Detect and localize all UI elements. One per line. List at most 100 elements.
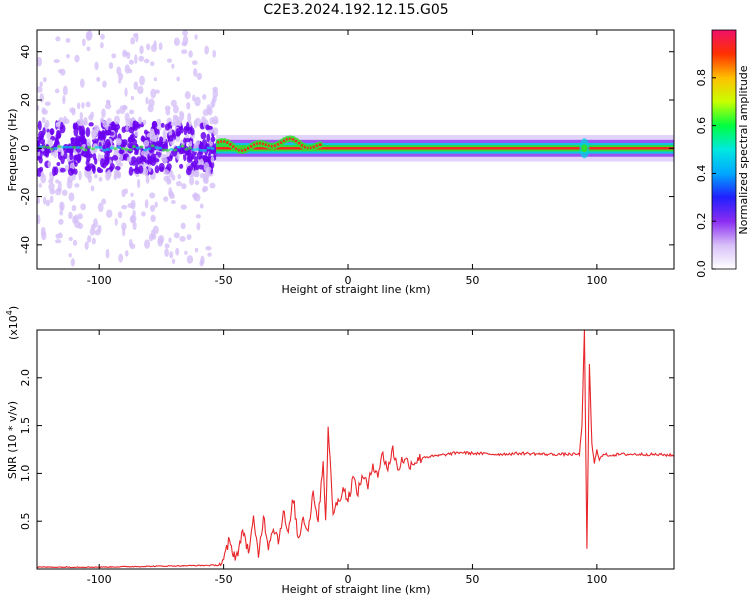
heatmap-cell: [63, 115, 67, 125]
heatmap-cell: [202, 185, 209, 192]
heatmap-core-dot: [42, 145, 47, 149]
heatmap-cell: [42, 77, 47, 83]
heatmap-cell: [62, 95, 66, 105]
snr-y-tick-label-2: 1.5: [19, 417, 32, 435]
heatmap-cell: [125, 118, 129, 128]
heatmap-ridge-core: [318, 143, 322, 147]
heatmap-cell: [118, 153, 124, 161]
heatmap-cell: [162, 169, 170, 175]
heatmap-cell: [73, 168, 78, 175]
heatmap-cell: [168, 237, 172, 243]
heatmap-core-dot: [199, 148, 204, 152]
heatmap-cell: [186, 255, 194, 264]
heatmap-cell: [73, 122, 78, 127]
heatmap-cell: [48, 182, 55, 192]
heatmap-cell: [199, 172, 205, 179]
heatmap-cell: [132, 209, 136, 217]
heatmap-cell: [162, 157, 168, 164]
heatmap-cell: [115, 139, 122, 146]
heatmap-cell: [150, 214, 156, 223]
spectrogram-x-tick-label-3: 50: [465, 274, 479, 287]
heatmap-cell: [50, 151, 55, 156]
snr-y-multiplier: (x104): [5, 306, 20, 340]
heatmap-cell: [70, 258, 75, 267]
heatmap-cell: [39, 81, 43, 88]
heatmap-core-dot: [61, 145, 66, 149]
heatmap-core-dot: [113, 147, 118, 151]
heatmap-cell: [153, 158, 160, 163]
heatmap-cell: [73, 154, 79, 161]
heatmap-cell: [82, 38, 86, 47]
heatmap-cell: [88, 163, 95, 169]
heatmap-cell: [91, 237, 96, 245]
spectrogram-x-tick-label-2: 0: [345, 274, 352, 287]
heatmap-core-dot: [206, 146, 211, 150]
heatmap-core-dot: [53, 146, 58, 150]
heatmap-cell: [176, 76, 180, 82]
heatmap-core-dot: [169, 147, 174, 151]
heatmap-cell: [194, 156, 199, 165]
heatmap-core-dot: [150, 144, 155, 148]
heatmap-cell: [148, 163, 152, 173]
heatmap-cell: [44, 101, 51, 107]
heatmap-cell: [111, 53, 117, 59]
heatmap-cell: [55, 233, 60, 239]
spectrogram-x-tick-label-4: 100: [586, 274, 607, 287]
heatmap-cell: [85, 31, 92, 41]
heatmap-cell: [88, 114, 94, 121]
colorbar-tick-label-2: 0.4: [695, 165, 708, 183]
heatmap-core-dot: [87, 145, 92, 149]
snr-y-multiplier-close: ): [7, 306, 20, 310]
heatmap-cell: [78, 170, 82, 181]
heatmap-cell: [113, 115, 121, 125]
heatmap-cell: [99, 42, 104, 49]
heatmap-core-dot: [124, 147, 129, 151]
heatmap-cell: [52, 166, 57, 177]
heatmap-cell: [121, 188, 126, 198]
heatmap-cell: [168, 155, 173, 162]
heatmap-cell: [117, 162, 124, 167]
heatmap-cell: [158, 162, 165, 172]
heatmap-cell: [88, 122, 94, 127]
heatmap-cell: [55, 36, 61, 42]
heatmap-cell: [97, 168, 104, 173]
heatmap-cell: [44, 147, 50, 158]
heatmap-cell: [154, 127, 158, 136]
heatmap-cell: [54, 136, 59, 147]
heatmap-cell: [170, 199, 176, 205]
heatmap-cell: [193, 68, 198, 77]
heatmap-cell: [140, 150, 146, 156]
heatmap-cell: [80, 203, 87, 211]
heatmap-cell: [128, 143, 134, 149]
heatmap-cell: [85, 127, 91, 138]
heatmap-cell: [68, 192, 75, 202]
heatmap-cell: [185, 149, 192, 156]
heatmap-core-dot: [180, 144, 185, 148]
snr-y-tick-label-0: 0.5: [19, 512, 32, 530]
heatmap-cell: [150, 61, 155, 67]
heatmap-cell: [193, 119, 198, 129]
heatmap-cell: [168, 134, 174, 142]
heatmap-cell: [144, 239, 151, 249]
heatmap-cell: [166, 58, 173, 63]
heatmap-cell: [44, 120, 50, 128]
heatmap-cell: [154, 89, 160, 94]
heatmap-cell: [118, 149, 125, 155]
spectrogram-y-tick-label-0: -40: [19, 236, 32, 254]
spectrogram-y-tick-label-3: 20: [19, 93, 32, 107]
heatmap-cell: [212, 127, 219, 136]
heatmap-cell: [194, 247, 199, 253]
heatmap-cell: [150, 44, 158, 53]
heatmap-core-dot: [64, 145, 69, 149]
heatmap-cell: [105, 248, 110, 259]
colorbar-tick-label-1: 0.2: [695, 212, 708, 230]
heatmap-cell: [139, 75, 145, 86]
heatmap-cell: [152, 225, 159, 235]
heatmap-cell: [79, 111, 83, 120]
heatmap-cell: [130, 37, 136, 45]
heatmap-cell: [186, 165, 194, 172]
heatmap-cell: [49, 128, 55, 135]
heatmap-cell: [190, 127, 195, 136]
heatmap-cell: [186, 155, 193, 163]
